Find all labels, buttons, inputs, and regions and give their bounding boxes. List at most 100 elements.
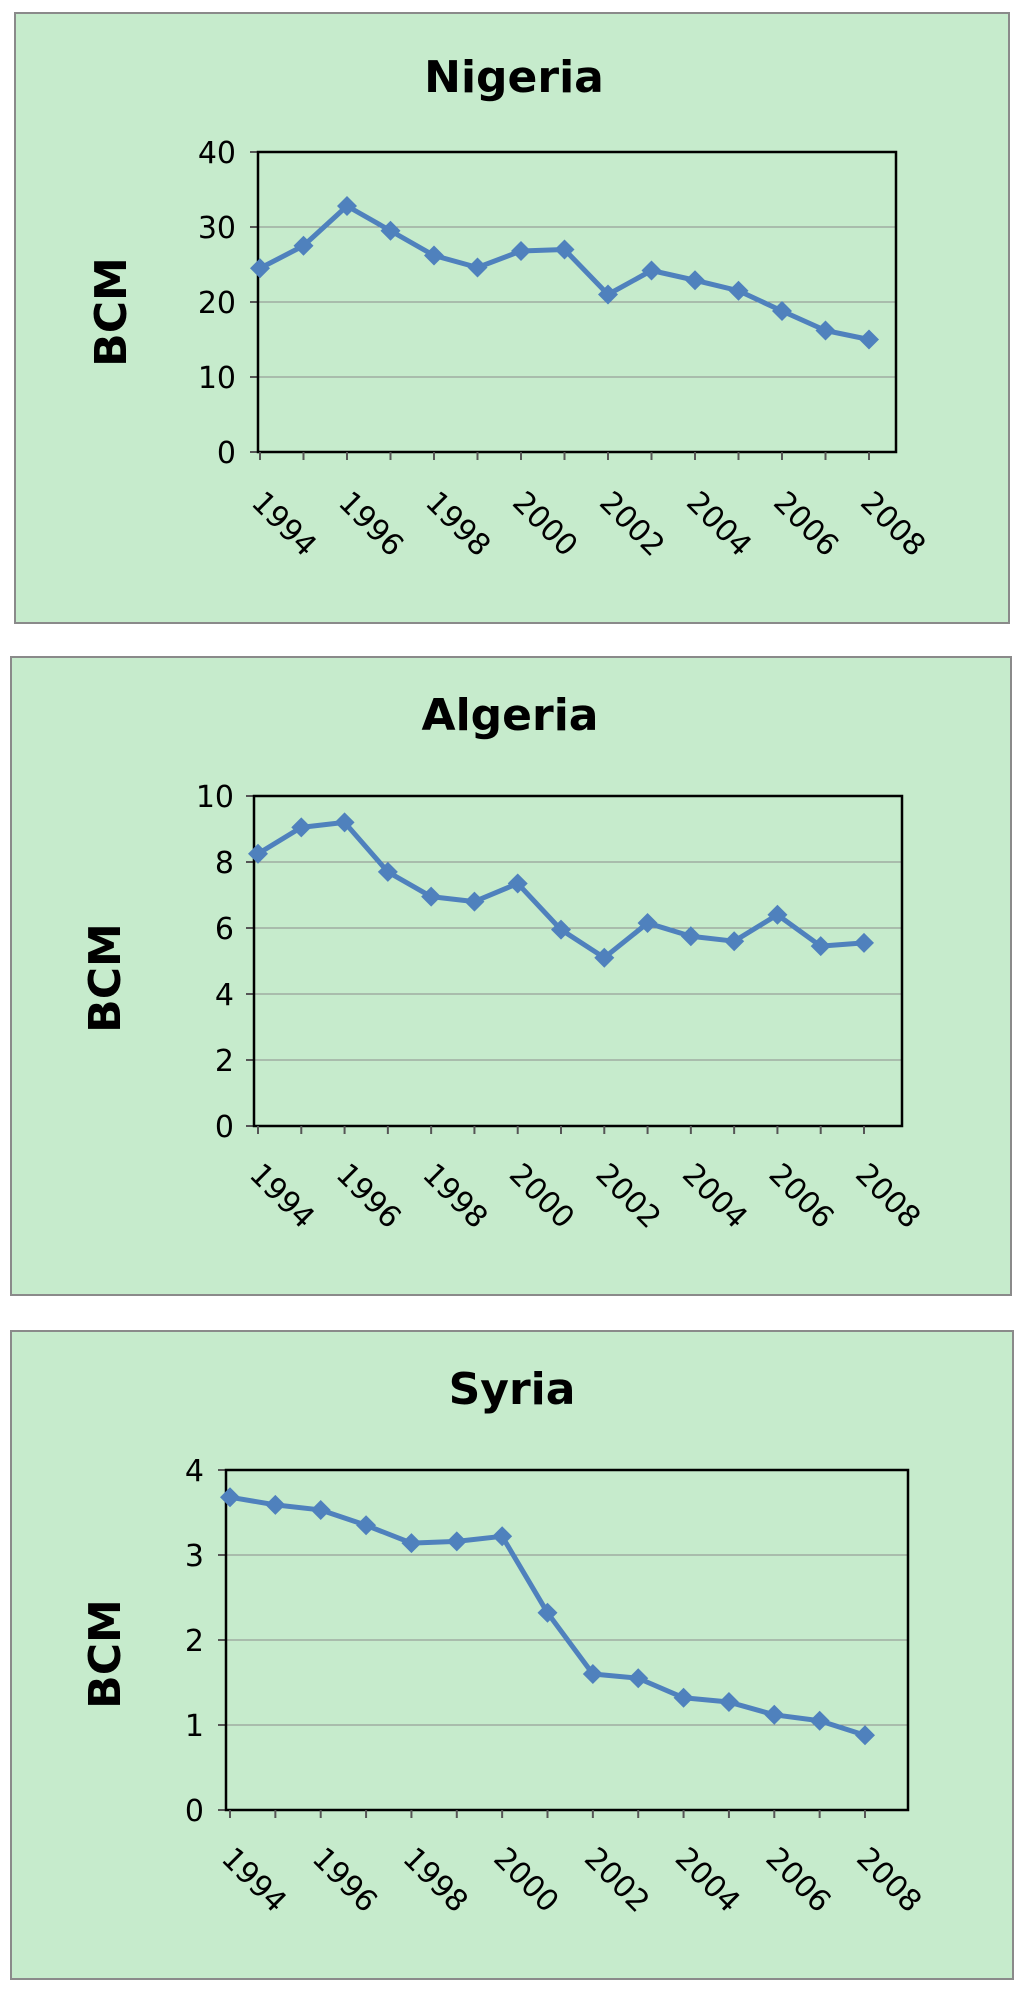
data-point [310, 1499, 331, 1520]
chart-title: Algeria [422, 690, 599, 741]
data-point [334, 812, 355, 833]
x-tick-label: 2002 [577, 1841, 656, 1920]
data-point [464, 891, 485, 912]
y-tick-label: 4 [185, 1454, 204, 1489]
x-tick-label: 2000 [505, 485, 584, 564]
data-point [809, 1710, 830, 1731]
chart-title: Nigeria [424, 52, 604, 103]
y-tick-label: 30 [198, 211, 236, 246]
data-point [628, 1668, 649, 1689]
x-tick-label: 2004 [668, 1841, 747, 1920]
y-axis-label: BCM [86, 257, 137, 367]
data-point [293, 235, 314, 256]
data-point [680, 926, 701, 947]
x-tick-label: 2002 [592, 485, 671, 564]
y-tick-label: 0 [217, 436, 236, 471]
y-tick-label: 40 [198, 136, 236, 171]
data-point [421, 886, 442, 907]
data-point [855, 1725, 875, 1746]
x-tick-label: 1996 [331, 485, 410, 564]
x-tick-label: 2004 [675, 1157, 754, 1236]
x-tick-label: 2000 [486, 1841, 565, 1920]
data-point [724, 931, 745, 952]
y-tick-label: 0 [185, 1794, 204, 1829]
x-tick-label: 1998 [415, 1157, 494, 1236]
data-point [401, 1533, 422, 1554]
y-axis-label: BCM [80, 1599, 131, 1709]
data-point [356, 1515, 377, 1536]
data-point [815, 320, 836, 341]
plot-area [224, 1468, 910, 1812]
y-tick-label: 2 [215, 1044, 234, 1079]
y-tick-label: 0 [215, 1110, 234, 1145]
data-point [637, 913, 658, 934]
data-point [250, 258, 270, 279]
data-point [377, 861, 398, 882]
data-point [551, 919, 571, 940]
data-point [424, 245, 444, 266]
data-point [810, 936, 831, 957]
y-tick-label: 20 [198, 286, 236, 321]
plot-area [256, 150, 898, 454]
chart-title: Syria [449, 1364, 576, 1415]
x-tick-label: 2002 [589, 1157, 668, 1236]
data-point [598, 284, 618, 305]
y-axis-label: BCM [80, 923, 131, 1033]
plot-area [252, 794, 904, 1128]
data-point [718, 1692, 739, 1713]
data-point [492, 1526, 513, 1547]
y-tick-label: 10 [196, 780, 234, 815]
chart-panel-nigeria: Nigeria BCM 0 10 20 30 40 1994 1996 1998 2000 2002 2… [14, 12, 1010, 624]
data-point [337, 196, 357, 216]
x-tick-label: 1996 [305, 1841, 384, 1920]
y-tick-label: 8 [215, 846, 234, 881]
y-tick-label: 6 [215, 912, 234, 947]
data-point [594, 947, 615, 968]
x-tick-label: 1994 [214, 1841, 293, 1920]
data-point [764, 1704, 785, 1725]
data-point [582, 1664, 603, 1684]
x-tick-label: 1994 [244, 485, 323, 564]
x-tick-label: 2008 [848, 1157, 927, 1236]
data-point [772, 301, 792, 321]
data-point [220, 1487, 240, 1508]
data-point [859, 329, 879, 350]
chart-panel-algeria: Algeria BCM 0 2 4 6 8 10 1994 1996 1998 2000 2002 200… [10, 656, 1012, 1296]
x-tick-label: 2004 [679, 485, 758, 564]
data-point [767, 904, 788, 925]
data-point [248, 843, 268, 864]
x-tick-label: 2006 [766, 485, 845, 564]
data-point [854, 932, 874, 953]
data-point [380, 220, 401, 241]
data-point [467, 257, 488, 278]
y-tick-label: 4 [215, 978, 234, 1013]
data-point [446, 1531, 467, 1552]
data-point [673, 1687, 694, 1708]
x-tick-label: 1998 [396, 1841, 475, 1920]
x-tick-label: 2008 [853, 485, 932, 564]
x-tick-label: 2008 [849, 1841, 928, 1920]
x-tick-label: 2000 [502, 1157, 581, 1236]
x-tick-label: 2006 [762, 1157, 841, 1236]
y-tick-label: 3 [185, 1539, 204, 1574]
y-tick-label: 1 [185, 1709, 204, 1744]
data-point [728, 280, 749, 301]
x-tick-label: 2006 [759, 1841, 838, 1920]
chart-panel-syria: Syria BCM 0 1 2 3 4 1994 1996 1998 2000 2002 2004 200… [10, 1330, 1014, 1980]
data-point [554, 239, 575, 260]
y-tick-label: 2 [185, 1624, 204, 1659]
data-point [511, 241, 531, 261]
y-tick-label: 10 [198, 361, 236, 396]
data-point [537, 1602, 558, 1623]
data-point [507, 873, 528, 894]
x-tick-label: 1998 [418, 485, 497, 564]
series-line [258, 203, 870, 342]
x-tick-label: 1994 [242, 1157, 321, 1236]
data-point [641, 260, 662, 281]
data-point [291, 817, 312, 838]
data-point [685, 270, 705, 291]
x-tick-label: 1996 [329, 1157, 408, 1236]
